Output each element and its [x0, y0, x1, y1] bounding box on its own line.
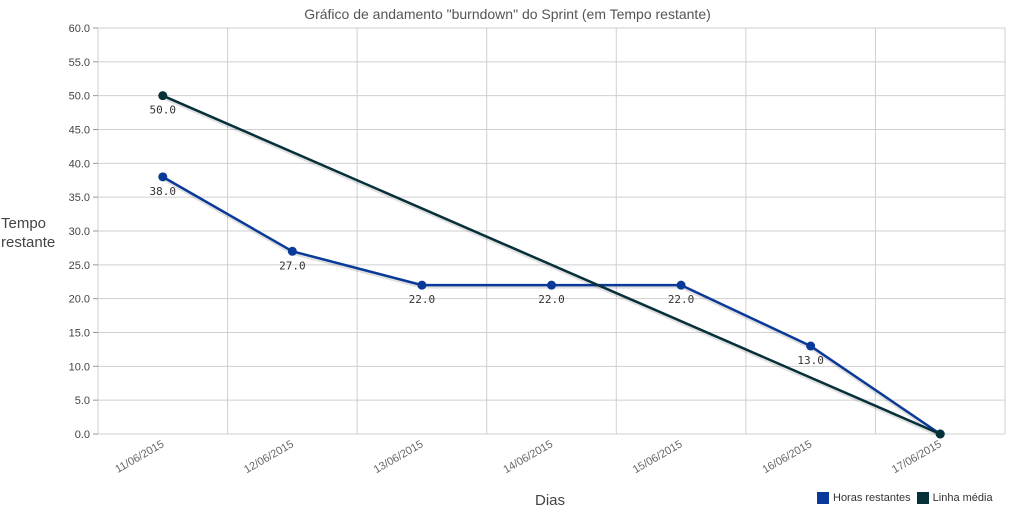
data-label: 38.0 — [150, 185, 177, 198]
x-tick-label: 16/06/2015 — [760, 438, 814, 476]
y-tick-label: 35.0 — [69, 192, 90, 204]
y-tick-label: 25.0 — [69, 260, 90, 272]
data-label: 22.0 — [668, 293, 695, 306]
data-label: 50.0 — [150, 104, 177, 117]
legend-item-horas[interactable]: Horas restantes — [817, 492, 911, 504]
legend: Horas restantes Linha média — [817, 492, 999, 504]
series-point — [935, 429, 945, 439]
series-point — [806, 341, 816, 351]
series-point — [676, 280, 686, 290]
y-tick-label: 30.0 — [69, 226, 90, 238]
series-line-shadow — [162, 96, 941, 438]
y-tick-label: 50.0 — [69, 91, 90, 103]
y-tick-label: 45.0 — [69, 125, 90, 137]
x-tick-label: 12/06/2015 — [242, 438, 296, 476]
x-tick-label: 13/06/2015 — [372, 438, 426, 476]
y-axis-label-line-1: Tempo — [1, 215, 47, 232]
legend-label-media: Linha média — [932, 492, 993, 504]
chart-title: Gráfico de andamento "burndown" do Sprin… — [304, 6, 711, 22]
y-tick-labels: 0.0 5.0 10.0 15.0 20.0 25.0 30.0 35.0 40.0 45.0 50… — [69, 23, 90, 441]
legend-swatch-media — [916, 492, 929, 504]
y-tick-label: 0.0 — [75, 429, 90, 441]
y-axis-label: Tempo restante — [1, 214, 71, 252]
data-label: 13.0 — [797, 354, 824, 367]
y-tick-label: 15.0 — [69, 328, 90, 340]
series-point — [547, 280, 556, 290]
y-tick-label: 20.0 — [69, 294, 90, 306]
y-axis-label-line-2: restante — [1, 234, 56, 251]
series-point — [158, 91, 168, 101]
x-tick-label: 11/06/2015 — [113, 438, 166, 476]
series-points — [158, 91, 945, 439]
legend-swatch-horas — [817, 492, 829, 504]
grid-lines — [93, 27, 1006, 435]
y-tick-label: 60.0 — [69, 23, 90, 35]
data-label: 22.0 — [538, 293, 565, 306]
y-tick-label: 5.0 — [75, 395, 90, 407]
y-tick-label: 55.0 — [69, 57, 90, 69]
y-tick-label: 10.0 — [69, 361, 90, 373]
x-tick-label: 14/06/2015 — [501, 438, 555, 476]
series-point — [287, 246, 297, 256]
series-line — [162, 94, 941, 436]
x-tick-label: 17/06/2015 — [890, 438, 944, 476]
x-tick-label: 15/06/2015 — [631, 438, 685, 476]
x-axis-label: Dias — [534, 492, 565, 509]
data-labels: 38.0 27.0 22.0 22.0 22.0 13.0 50.0 — [150, 104, 824, 367]
y-tick-label: 40.0 — [69, 158, 90, 170]
series-point — [158, 172, 168, 182]
data-label: 27.0 — [279, 259, 306, 272]
data-label: 22.0 — [409, 293, 436, 306]
legend-item-media[interactable]: Linha média — [916, 492, 993, 504]
x-tick-labels: 11/06/2015 12/06/2015 13/06/2015 14/06/2015… — [113, 438, 943, 476]
series-line-shadow — [162, 177, 942, 438]
legend-label-horas: Horas restantes — [833, 492, 911, 504]
series-point — [417, 280, 427, 290]
